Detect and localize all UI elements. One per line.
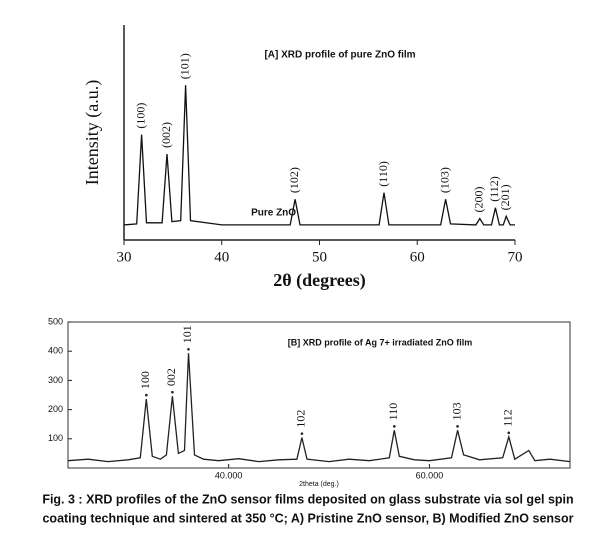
- peak-dot: [171, 390, 174, 394]
- x-tick-label: 60.000: [416, 470, 444, 480]
- x-tick-label: 40.000: [215, 470, 243, 480]
- y-tick-label: 500: [48, 316, 63, 326]
- peak-dot: [187, 347, 190, 351]
- x-axis-label: 2theta (deg.): [299, 481, 339, 488]
- peak-label: (200): [472, 187, 486, 213]
- peak-label: 102: [294, 410, 308, 428]
- peak-label: (112): [487, 176, 501, 202]
- peak-dot: [300, 432, 304, 435]
- x-tick-label: 60: [410, 249, 425, 265]
- x-tick-label: 50: [312, 249, 327, 265]
- x-tick-label: 40: [214, 249, 229, 265]
- peak-dot: [145, 393, 148, 397]
- peak-label: 101: [180, 325, 194, 343]
- peak-label: (102): [287, 167, 301, 193]
- peak-label: (101): [177, 53, 191, 79]
- x-tick-label: 30: [117, 249, 132, 265]
- peak-label: 110: [386, 403, 400, 421]
- peak-label: (110): [376, 161, 390, 187]
- caption-line: Fig. 3 : XRD profiles of the ZnO sensor …: [42, 492, 573, 506]
- peak-label: 002: [164, 368, 178, 386]
- xrd-curve: [123, 85, 515, 226]
- peak-label: 103: [449, 402, 463, 420]
- y-tick-label: 400: [48, 346, 63, 356]
- plot-frame: [67, 321, 571, 469]
- peak-label: (100): [133, 103, 147, 129]
- y-axis-label: Intensity (a.u.): [82, 80, 103, 185]
- chart-title: [A] XRD profile of pure ZnO film: [264, 50, 415, 61]
- peak-dot: [456, 425, 459, 428]
- y-tick-label: 100: [48, 433, 63, 443]
- y-tick-label: 200: [48, 404, 63, 414]
- peak-dot: [393, 425, 396, 428]
- xrd-curve: [67, 353, 571, 463]
- series-label: Pure ZnO: [251, 208, 296, 219]
- chart-title: [B] XRD profile of Ag 7+ irradiated ZnO …: [288, 337, 472, 347]
- x-tick-label: 70: [508, 249, 523, 265]
- peak-label: (103): [437, 167, 451, 193]
- peak-label: 100: [138, 371, 152, 389]
- y-tick-label: 300: [48, 375, 63, 385]
- peak-label: 112: [501, 409, 515, 427]
- peak-label: (201): [498, 184, 512, 210]
- peak-dot: [507, 431, 511, 435]
- peak-label: (002): [159, 122, 173, 148]
- x-axis-label: 2θ (degrees): [273, 270, 366, 291]
- caption-line: coating technique and sintered at 350 °C…: [42, 511, 573, 525]
